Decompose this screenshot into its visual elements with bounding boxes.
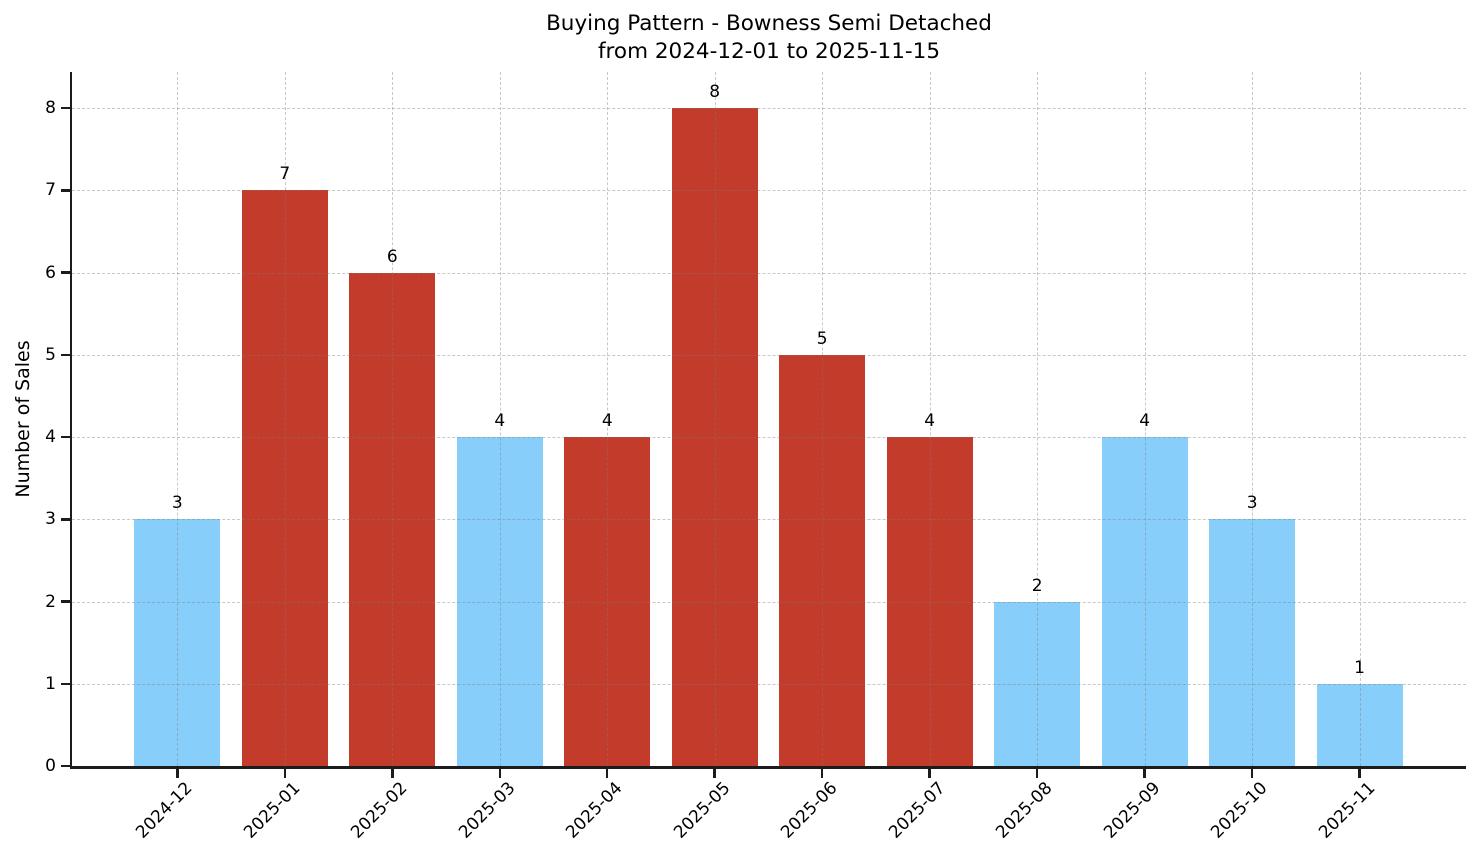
y-tick-label-7: 7: [45, 180, 56, 201]
bar-2025-03: [456, 437, 543, 766]
v-gridline-2025-03: [499, 72, 501, 766]
chart-title: Buying Pattern - Bowness Semi Detached f…: [72, 10, 1466, 66]
bar-value-label-2025-08: 2: [1031, 575, 1043, 596]
v-gridline-2025-04: [607, 72, 609, 766]
bars-layer: 3 7 6 4 4 8 5 4 2 4 3 1: [72, 72, 1466, 766]
y-tick-label-8: 8: [45, 98, 56, 119]
v-gridline-2025-08: [1037, 72, 1039, 766]
y-tick-mark-2: [60, 600, 70, 603]
x-tick-mark-2025-08: [1035, 768, 1039, 778]
x-tick-label-2025-05: 2025-05: [669, 778, 735, 843]
bar-value-label-2025-01: 7: [279, 164, 291, 185]
bar-value-label-2025-11: 1: [1354, 657, 1366, 678]
x-tick-label-2025-11: 2025-11: [1314, 778, 1380, 843]
y-tick-label-4: 4: [45, 427, 56, 448]
x-tick-mark-2025-05: [713, 768, 716, 778]
bar-value-label-2025-07: 4: [924, 411, 936, 432]
x-tick-label-2025-09: 2025-09: [1099, 778, 1165, 843]
bar-2025-07: [886, 437, 973, 766]
x-tick-mark-2025-11: [1358, 768, 1361, 778]
bar-value-label-2025-06: 5: [816, 328, 828, 349]
bar-2025-11: [1316, 683, 1403, 766]
h-gridline-1: [72, 683, 1466, 685]
v-gridline-2025-01: [284, 72, 286, 766]
v-gridline-2025-10: [1252, 72, 1254, 766]
y-tick-mark-1: [60, 682, 70, 686]
bar-value-label-2025-05: 8: [709, 82, 721, 103]
v-gridline-2025-09: [1144, 72, 1146, 766]
y-axis-spine: [69, 72, 72, 769]
x-tick-label-2025-08: 2025-08: [992, 778, 1057, 843]
bar-2025-01: [241, 190, 328, 766]
x-tick-mark-2025-04: [605, 768, 609, 778]
h-gridline-8: [72, 108, 1466, 110]
bar-2025-10: [1209, 519, 1296, 766]
bar-2025-06: [779, 354, 866, 766]
y-tick-mark-4: [60, 435, 70, 439]
x-tick-label-2025-03: 2025-03: [454, 778, 520, 843]
x-tick-label-2025-04: 2025-04: [562, 778, 627, 843]
bar-value-label-2025-10: 3: [1246, 493, 1258, 514]
bar-value-label-2025-09: 4: [1139, 411, 1151, 432]
bar-2025-02: [349, 272, 436, 766]
y-tick-label-0: 0: [45, 756, 56, 776]
y-tick-mark-0: [60, 764, 70, 768]
plot-area: 3 7 6 4 4 8 5 4 2 4 3 1 2024-12 2025-01 2025-02 2025-0…: [45, 72, 1466, 843]
v-gridline-2025-07: [929, 72, 931, 766]
x-tick-label-2025-01: 2025-01: [239, 778, 305, 843]
x-tick-label-2025-06: 2025-06: [777, 778, 842, 843]
grid-layer: [72, 72, 1466, 766]
chart-title-line2: from 2024-12-01 to 2025-11-15: [597, 38, 941, 64]
bar-2025-05: [671, 108, 758, 766]
v-gridline-2025-11: [1359, 72, 1361, 766]
bar-value-label-2025-03: 4: [494, 411, 506, 432]
y-tick-label-5: 5: [45, 344, 56, 365]
bar-2025-08: [994, 601, 1081, 766]
h-gridline-2: [72, 601, 1466, 603]
x-tick-mark-2025-01: [283, 768, 287, 778]
x-tick-mark-2024-12: [176, 768, 179, 778]
x-tick-label-2025-10: 2025-10: [1207, 778, 1272, 843]
y-tick-mark-5: [60, 353, 70, 357]
v-gridline-2025-05: [714, 72, 716, 766]
y-tick-label-1: 1: [45, 673, 56, 694]
x-tick-mark-2025-03: [498, 768, 502, 778]
x-tick-mark-2025-07: [928, 768, 931, 778]
x-tick-mark-2025-06: [820, 768, 824, 778]
v-gridline-2024-12: [177, 72, 179, 766]
bar-value-label-2025-02: 6: [386, 246, 398, 267]
x-tick-label-2025-07: 2025-07: [884, 778, 950, 843]
bar-value-label-2024-12: 3: [171, 493, 183, 514]
h-gridline-3: [72, 519, 1466, 521]
x-axis-spine: [69, 766, 1466, 769]
v-gridline-2025-06: [822, 72, 824, 766]
y-tick-mark-7: [60, 189, 70, 192]
ticks-layer: 2024-12 2025-01 2025-02 2025-03 2025-04 2025-…: [45, 72, 1466, 842]
bar-value-label-2025-04: 4: [601, 411, 613, 432]
x-tick-label-2025-02: 2025-02: [347, 778, 412, 843]
h-gridline-5: [72, 354, 1466, 356]
h-gridline-6: [72, 272, 1466, 274]
h-gridline-4: [72, 437, 1466, 439]
y-tick-label-2: 2: [45, 591, 56, 612]
x-tick-mark-2025-02: [391, 768, 394, 778]
bar-2025-04: [564, 437, 651, 766]
x-tick-mark-2025-09: [1143, 768, 1146, 778]
bar-2024-12: [134, 519, 221, 766]
v-gridline-2025-02: [392, 72, 394, 766]
y-tick-label-6: 6: [45, 262, 56, 283]
y-tick-label-3: 3: [45, 509, 56, 530]
bar-2025-09: [1101, 437, 1188, 766]
h-gridline-7: [72, 190, 1466, 192]
y-tick-mark-6: [60, 271, 70, 274]
y-tick-mark-8: [60, 106, 70, 110]
chart-title-line1: Buying Pattern - Bowness Semi Detached: [546, 11, 992, 36]
y-tick-mark-3: [60, 518, 70, 521]
x-tick-label-2024-12: 2024-12: [132, 778, 197, 843]
x-tick-mark-2025-10: [1250, 768, 1254, 778]
